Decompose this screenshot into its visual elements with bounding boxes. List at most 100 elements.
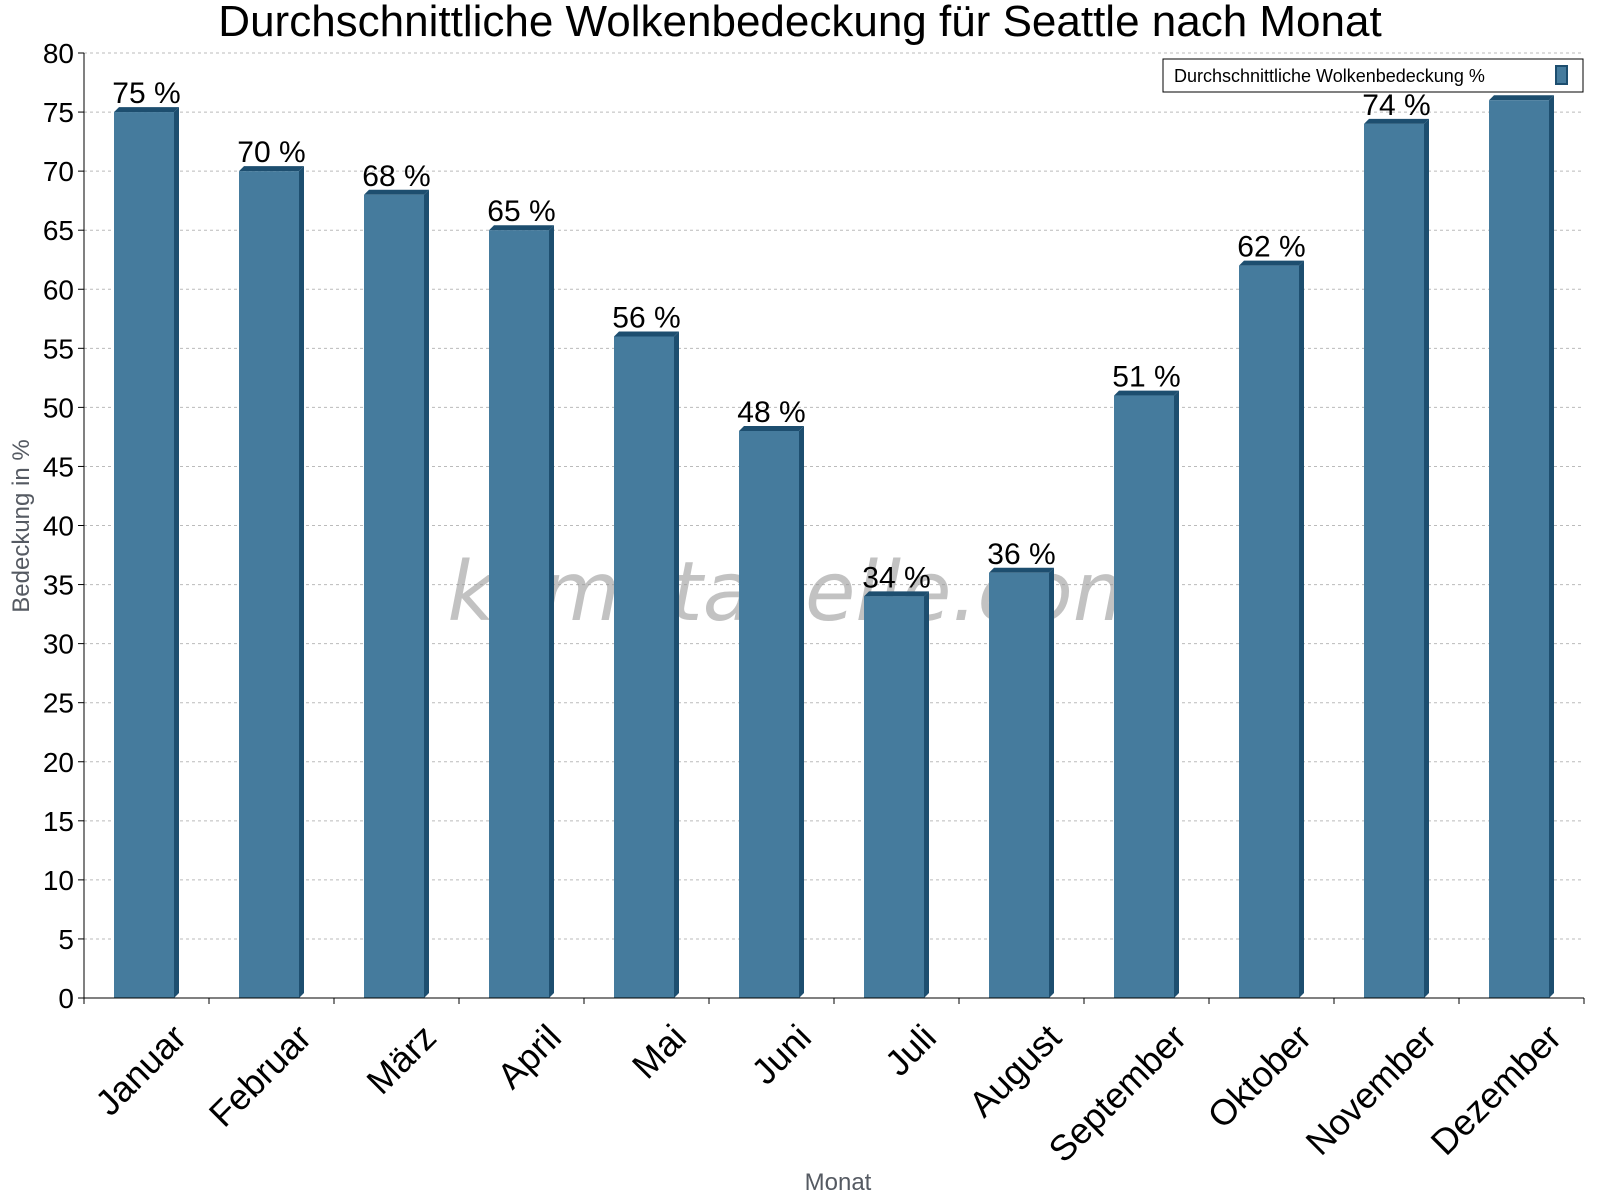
bar-side [424,189,429,998]
data-label: 74 % [1362,89,1430,122]
y-tick-label: 65 [43,215,74,246]
data-label: 34 % [862,561,930,594]
bar-front [364,194,424,998]
bar-side [924,591,929,998]
x-tick-label: Oktober [1199,1016,1319,1136]
bar-top [864,591,929,597]
bar [1489,95,1554,998]
bar-front [1239,265,1299,998]
chart-title: Durchschnittliche Wolkenbedeckung für Se… [218,0,1381,46]
bar [114,107,179,998]
bar-side [174,107,179,998]
bar-front [864,596,924,998]
x-tick-label: Dezember [1423,1016,1569,1162]
data-label: 36 % [987,538,1055,571]
bar-side [674,331,679,998]
x-tick-label: Februar [201,1016,319,1134]
bar [1114,390,1179,998]
bar-side [1174,390,1179,998]
bar-top [364,189,429,195]
bar [1364,118,1429,998]
bar-front [1364,123,1424,998]
bar-side [799,426,804,998]
bar-top [114,107,179,113]
y-tick-label: 55 [43,333,74,364]
y-tick-label: 0 [58,983,74,1014]
bar-front [1114,395,1174,998]
data-label: 75 % [112,77,180,110]
x-tick-label: April [489,1016,569,1096]
y-tick-labels: 0 5 10 15 20 25 30 35 40 45 50 55 60 65 70 75 80 [43,38,74,1014]
data-label: 65 % [487,195,555,228]
bar-top [1489,95,1554,101]
data-label: 68 % [362,160,430,193]
x-tick-label: Juli [877,1016,944,1083]
data-label: 70 % [237,136,305,169]
bars [114,95,1554,998]
bar [1239,260,1304,998]
y-axis-title: Bedeckung in % [8,439,35,612]
bar-top [1114,390,1179,396]
bar-front [989,572,1049,998]
bar-side [1049,567,1054,998]
bar-front [239,171,299,998]
bar-top [989,567,1054,573]
bar [614,331,679,998]
bar [364,189,429,998]
y-tick-label: 10 [43,865,74,896]
bar-side [549,225,554,998]
y-tick-label: 45 [43,451,74,482]
x-tick-label: Juni [743,1016,819,1092]
y-tick-label: 80 [43,38,74,69]
data-label: 48 % [737,396,805,429]
y-tick-label: 5 [58,924,74,955]
x-tick-label: August [961,1016,1069,1124]
data-label: 51 % [1112,361,1180,394]
x-tick-label: März [358,1016,444,1102]
legend-box [1162,58,1584,93]
y-tick-label: 75 [43,97,74,128]
y-tick-label: 70 [43,156,74,187]
x-axis-title: Monat [805,1169,872,1196]
x-tick-label: Mai [624,1016,694,1086]
gridlines [84,52,1584,940]
bar-side [1549,95,1554,998]
bar-top [239,166,304,172]
y-tick-label: 20 [43,747,74,778]
x-tick-label: September [1040,1016,1194,1170]
bar-side [1299,260,1304,998]
bar-top [739,426,804,431]
bar-front [1489,100,1549,998]
x-tick-label: Januar [87,1016,194,1123]
y-tick-label: 25 [43,688,74,719]
bar-front [114,112,174,998]
bar [489,225,554,998]
legend-label: Durchschnittliche Wolkenbedeckung % [1174,66,1485,86]
axes [78,52,1585,1004]
bar-top [614,331,679,337]
bar-side [299,166,304,998]
x-tick-labels: Januar Februar März April Mai Juni Juli AugustS… [87,1016,1569,1170]
legend-swatch [1555,65,1568,85]
bar-top [1364,118,1429,124]
bar [864,591,929,998]
bar-side [1424,118,1429,998]
bar [739,426,804,998]
data-labels: 75 % 70 % 68 % 65 % 56 % 48 % 34 % 36 % 51 % 62 %… [112,65,1555,594]
bar-top [489,225,554,231]
y-tick-label: 50 [43,392,74,423]
bar-front [614,336,674,998]
data-label: 56 % [612,302,680,335]
bar [239,166,304,998]
bar-front [739,431,799,998]
legend: Durchschnittliche Wolkenbedeckung % [1162,58,1584,93]
y-tick-label: 15 [43,806,74,837]
y-tick-label: 60 [43,274,74,305]
bar-front [489,230,549,998]
y-tick-label: 35 [43,570,74,601]
y-tick-label: 40 [43,511,74,542]
y-tick-label: 30 [43,629,74,660]
x-tick-label: November [1298,1016,1444,1162]
bar-top [1239,260,1304,266]
